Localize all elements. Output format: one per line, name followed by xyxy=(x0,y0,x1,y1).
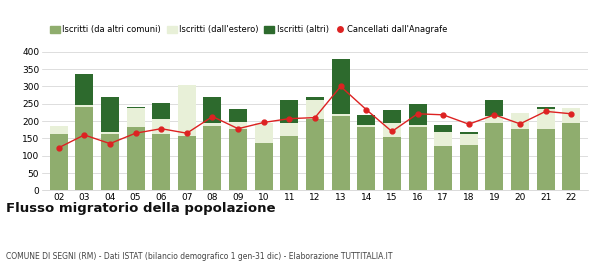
Bar xyxy=(485,116,503,123)
Bar xyxy=(485,123,503,190)
Bar xyxy=(152,119,170,134)
Bar xyxy=(255,123,273,143)
Bar xyxy=(460,134,478,145)
Bar xyxy=(280,100,298,123)
Bar xyxy=(332,116,350,190)
Bar xyxy=(255,143,273,190)
Bar xyxy=(76,106,93,107)
Bar xyxy=(50,126,68,134)
Bar xyxy=(383,123,401,137)
Bar xyxy=(76,107,93,190)
Bar xyxy=(306,119,324,190)
Bar xyxy=(562,108,580,123)
Bar xyxy=(562,123,580,190)
Bar xyxy=(280,123,298,136)
Bar xyxy=(229,129,247,190)
Bar xyxy=(357,125,375,127)
Legend: Iscritti (da altri comuni), Iscritti (dall'estero), Iscritti (altri), Cancellati: Iscritti (da altri comuni), Iscritti (da… xyxy=(46,22,451,38)
Bar xyxy=(383,137,401,190)
Bar xyxy=(101,97,119,132)
Bar xyxy=(101,134,119,190)
Bar xyxy=(537,107,554,109)
Bar xyxy=(434,146,452,190)
Bar xyxy=(434,132,452,146)
Bar xyxy=(332,114,350,116)
Bar xyxy=(203,126,221,190)
Bar xyxy=(50,134,68,190)
Bar xyxy=(127,108,145,127)
Bar xyxy=(537,129,554,190)
Bar xyxy=(306,100,324,119)
Bar xyxy=(511,129,529,190)
Bar xyxy=(409,127,427,190)
Bar xyxy=(229,109,247,122)
Bar xyxy=(152,134,170,190)
Bar xyxy=(537,109,554,129)
Text: COMUNE DI SEGNI (RM) - Dati ISTAT (bilancio demografico 1 gen-31 dic) - Elaboraz: COMUNE DI SEGNI (RM) - Dati ISTAT (bilan… xyxy=(6,252,392,261)
Bar xyxy=(332,59,350,114)
Bar xyxy=(127,127,145,190)
Bar xyxy=(152,103,170,119)
Bar xyxy=(178,85,196,136)
Bar xyxy=(306,97,324,100)
Bar xyxy=(460,145,478,190)
Text: Flusso migratorio della popolazione: Flusso migratorio della popolazione xyxy=(6,202,275,214)
Bar xyxy=(357,115,375,125)
Bar xyxy=(383,110,401,123)
Bar xyxy=(434,125,452,132)
Bar xyxy=(101,132,119,134)
Bar xyxy=(178,136,196,190)
Bar xyxy=(76,74,93,106)
Bar xyxy=(409,125,427,127)
Bar xyxy=(485,100,503,116)
Bar xyxy=(127,107,145,108)
Bar xyxy=(511,113,529,129)
Bar xyxy=(409,104,427,125)
Bar xyxy=(203,97,221,123)
Bar xyxy=(280,136,298,190)
Bar xyxy=(203,123,221,126)
Bar xyxy=(460,132,478,134)
Bar xyxy=(229,122,247,129)
Bar xyxy=(357,127,375,190)
